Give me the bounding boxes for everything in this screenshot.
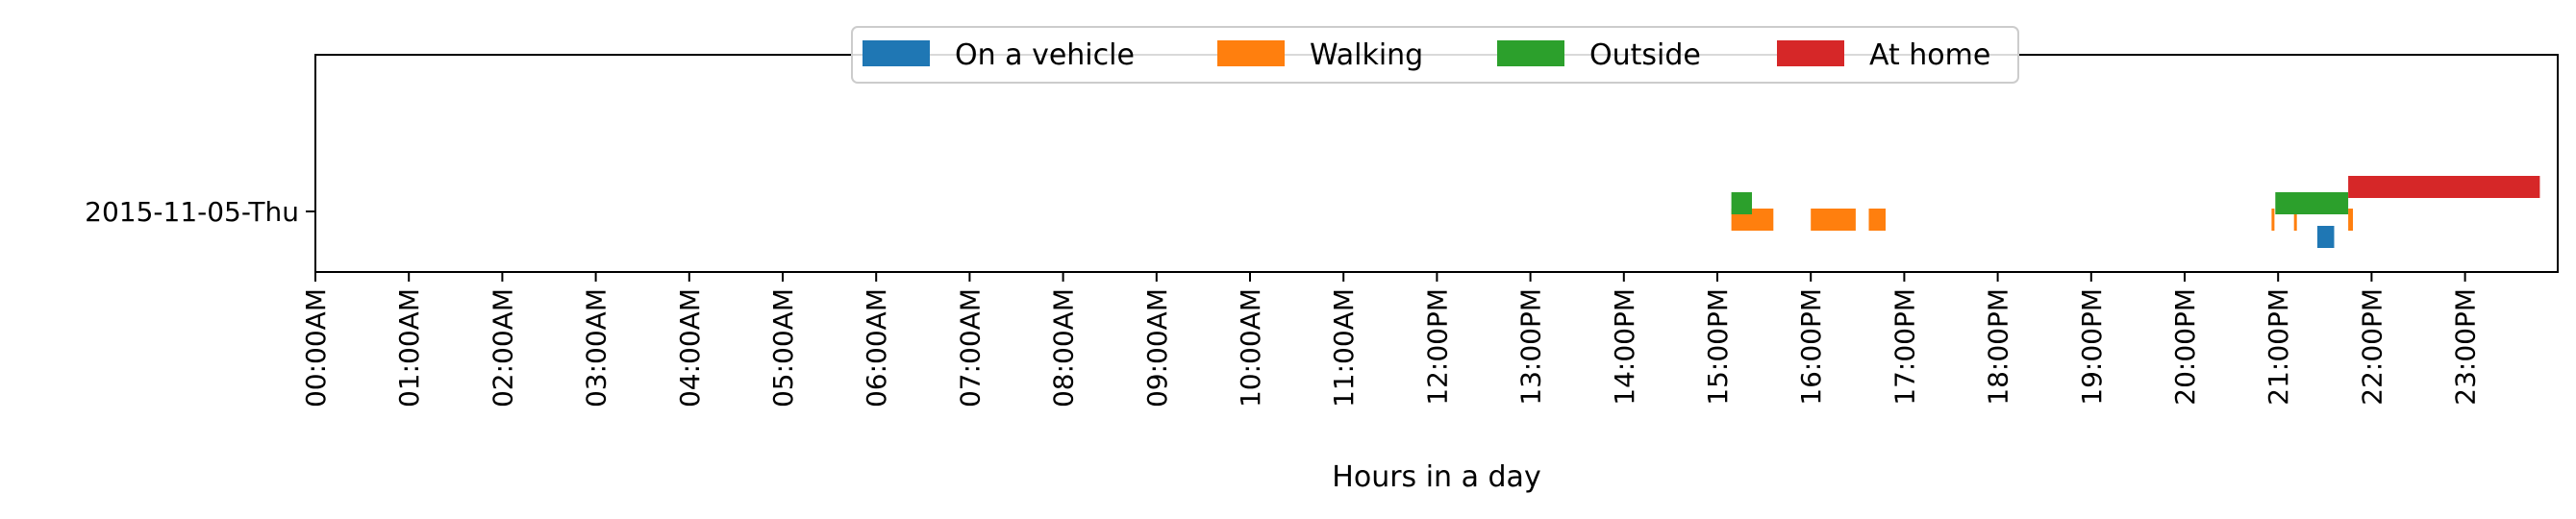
x-axis-label: Hours in a day [1332,460,1540,494]
bar-walking [2293,209,2297,231]
x-tick-label: 15:00PM [1702,288,1734,406]
x-tick-label: 19:00PM [2076,288,2108,406]
legend-entry-label: At home [1869,38,1990,72]
x-tick-label: 14:00PM [1609,288,1640,406]
y-tick-label: 2015-11-05-Thu [85,196,299,228]
x-tick-label: 22:00PM [2356,288,2388,406]
x-tick-label: 20:00PM [2169,288,2201,406]
x-tick-label: 03:00AM [581,288,613,408]
legend-box [851,26,2019,84]
legend-swatch [1497,40,1564,66]
legend-swatch [1777,40,1844,66]
x-tick-label: 07:00AM [954,288,986,408]
bar-at-home [2348,176,2540,198]
x-axis-ticks: 00:00AM 01:00AM 02:00AM 03:00AM 04:00AM 05:00… [300,272,2482,408]
x-tick-label: 00:00AM [300,288,332,408]
x-tick-label: 10:00AM [1235,288,1266,408]
x-tick-label: 02:00AM [487,288,518,408]
y-axis-ticks: 2015-11-05-Thu [85,196,315,228]
legend-entry-label: Walking [1310,38,1423,72]
bar-walking [1868,209,1886,231]
x-tick-label: 18:00PM [1983,288,2014,406]
x-tick-label: 06:00AM [861,288,892,408]
x-tick-label: 13:00PM [1515,288,1547,406]
legend-entry-label: On a vehicle [955,38,1135,72]
bar-outside [1731,192,1752,214]
x-tick-label: 11:00AM [1328,288,1360,408]
x-tick-label: 23:00PM [2450,288,2482,406]
bar-on-a-vehicle [2317,226,2335,248]
x-tick-label: 08:00AM [1048,288,1080,408]
x-tick-label: 09:00AM [1141,288,1173,408]
legend-swatch [1217,40,1285,66]
bar-walking [2271,209,2275,231]
bar-walking [2348,209,2353,231]
x-tick-label: 21:00PM [2263,288,2294,406]
legend: On a vehicle Walking Outside At home [851,26,2019,84]
activity-bars [1731,176,2540,248]
bar-outside [2275,192,2349,214]
bar-walking [1811,209,1856,231]
x-tick-label: 04:00AM [674,288,706,408]
x-tick-label: 12:00PM [1421,288,1453,406]
x-tick-label: 16:00PM [1795,288,1827,406]
x-tick-label: 17:00PM [1888,288,1920,406]
x-tick-label: 01:00AM [393,288,425,408]
x-tick-label: 05:00AM [767,288,799,408]
legend-entry-label: Outside [1589,38,1701,72]
legend-swatch [863,40,930,66]
